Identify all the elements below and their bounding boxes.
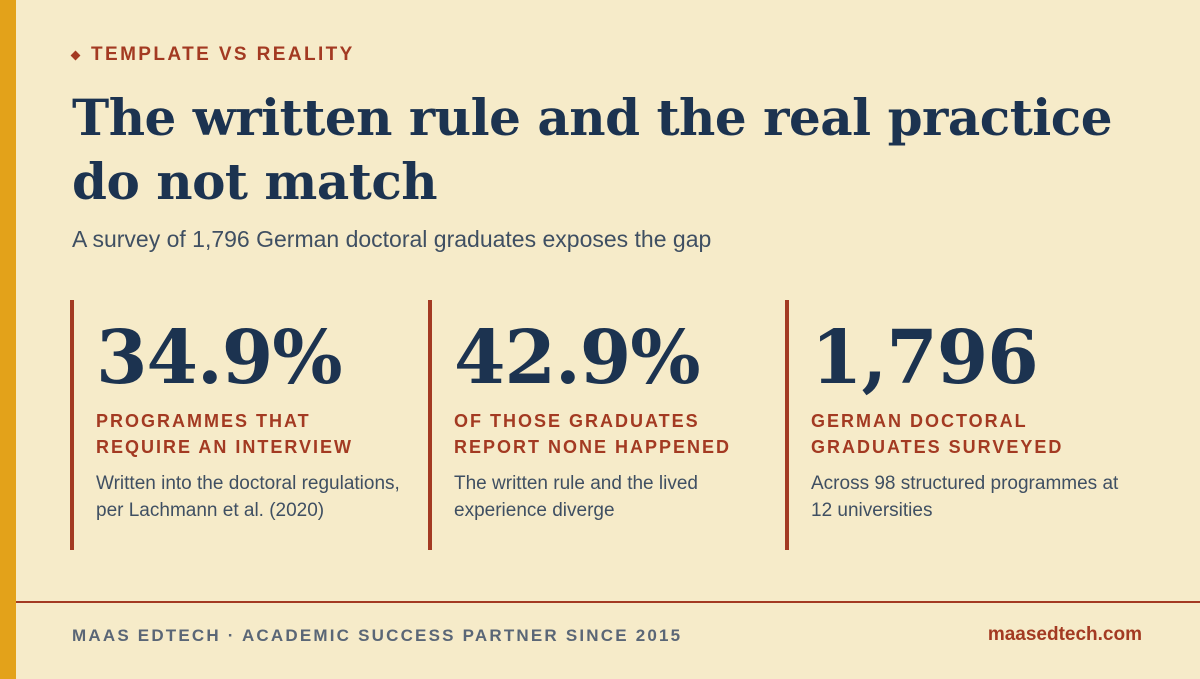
stat-card-graduates-surveyed: 1,796 GERMAN DOCTORAL GRADUATES SURVEYED… bbox=[785, 300, 1145, 550]
stat-value: 1,796 bbox=[811, 315, 1039, 401]
eyebrow: TEMPLATE VS REALITY bbox=[70, 44, 355, 66]
footer-website-link[interactable]: maasedtech.com bbox=[987, 624, 1142, 645]
stat-description: Written into the doctoral regulations, p… bbox=[96, 473, 400, 521]
stat-label: OF THOSE GRADUATES REPORT NONE HAPPENED bbox=[454, 411, 732, 457]
stat-value: 42.9% bbox=[454, 315, 701, 401]
page-subtitle: A survey of 1,796 German doctoral gradua… bbox=[72, 226, 712, 252]
diamond-icon bbox=[70, 50, 81, 60]
accent-bar bbox=[0, 0, 16, 679]
stat-description: Across 98 structured programmes at 12 un… bbox=[811, 473, 1119, 521]
stat-card-interview-required: 34.9% PROGRAMMES THAT REQUIRE AN INTERVI… bbox=[70, 300, 410, 550]
stat-label: PROGRAMMES THAT REQUIRE AN INTERVIEW bbox=[96, 411, 354, 457]
stat-label: GERMAN DOCTORAL GRADUATES SURVEYED bbox=[811, 411, 1064, 457]
stat-card-none-happened: 42.9% OF THOSE GRADUATES REPORT NONE HAP… bbox=[428, 300, 768, 550]
footer-tagline: MAAS EDTECH · ACADEMIC SUCCESS PARTNER S… bbox=[72, 626, 683, 645]
stat-description: The written rule and the lived experienc… bbox=[454, 473, 698, 521]
eyebrow-label: TEMPLATE VS REALITY bbox=[91, 44, 355, 65]
footer-divider bbox=[16, 601, 1200, 603]
page-title: The written rule and the real practice d… bbox=[72, 88, 1113, 211]
stat-value: 34.9% bbox=[96, 315, 343, 401]
